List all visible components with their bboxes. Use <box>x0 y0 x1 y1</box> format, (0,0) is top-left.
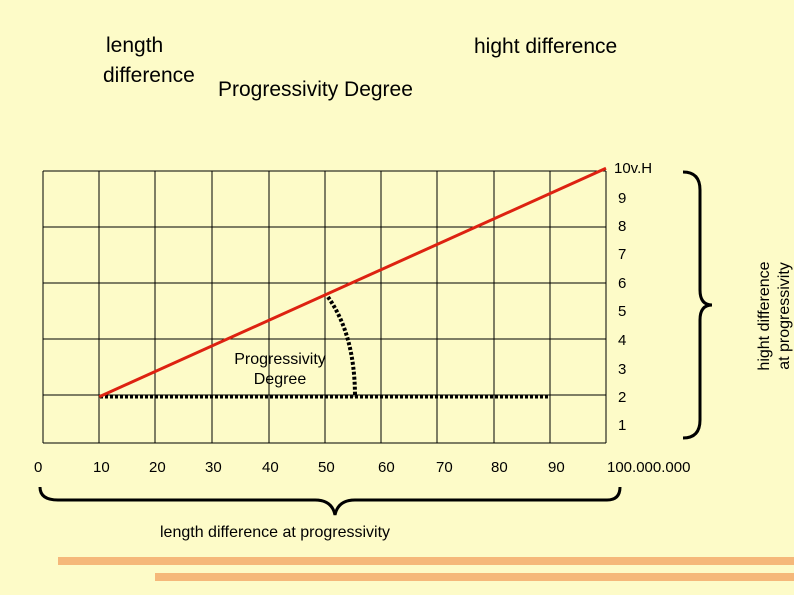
x-tick-label: 40 <box>262 459 279 476</box>
y-tick-label: 10v.H <box>614 160 653 177</box>
angle-arc <box>326 295 357 398</box>
right-brace-label: hight difference at progressivity <box>755 241 794 391</box>
grid <box>42 170 607 444</box>
decor-bar-top <box>58 557 794 565</box>
x-tick-label: 80 <box>491 459 508 476</box>
x-tick-label: 70 <box>436 459 453 476</box>
y-tick-label: 1 <box>618 417 627 434</box>
page-title: Progressivity Degree <box>218 78 413 101</box>
y-tick-label: 3 <box>618 361 627 378</box>
y-tick-label: 5 <box>618 303 627 320</box>
y-tick-label: 2 <box>618 389 627 406</box>
x-tick-label: 100.000.000 <box>607 459 691 476</box>
y-tick-label: 4 <box>618 332 627 349</box>
right-brace-label-line2: at progressivity <box>776 262 793 370</box>
bottom-brace-label: length difference at progressivity <box>160 524 391 541</box>
x-tick-label: 90 <box>548 459 565 476</box>
x-tick-label: 10 <box>93 459 110 476</box>
x-tick-label: 30 <box>205 459 222 476</box>
angle-label-line2: Degree <box>253 371 307 388</box>
x-tick-label: 20 <box>149 459 166 476</box>
x-tick-label: 50 <box>318 459 335 476</box>
angle-label: Progressivity Degree <box>215 350 345 390</box>
x-tick-label: 0 <box>34 459 43 476</box>
right-brace-label-line1: hight difference <box>756 261 773 371</box>
height-difference-label: hight difference <box>474 35 618 58</box>
length-difference-label-line1: length <box>106 34 164 57</box>
x-tick-label: 60 <box>378 459 395 476</box>
y-tick-label: 9 <box>618 190 627 207</box>
y-tick-label: 8 <box>618 218 627 235</box>
y-tick-label: 6 <box>618 275 627 292</box>
bottom-brace <box>38 486 622 516</box>
length-difference-label-line2: difference <box>103 64 195 87</box>
angle-label-line1: Progressivity <box>234 351 326 368</box>
progressivity-line <box>98 166 607 399</box>
right-brace <box>682 170 713 440</box>
y-tick-label: 7 <box>618 246 627 263</box>
decor-bar-bottom <box>155 573 794 581</box>
